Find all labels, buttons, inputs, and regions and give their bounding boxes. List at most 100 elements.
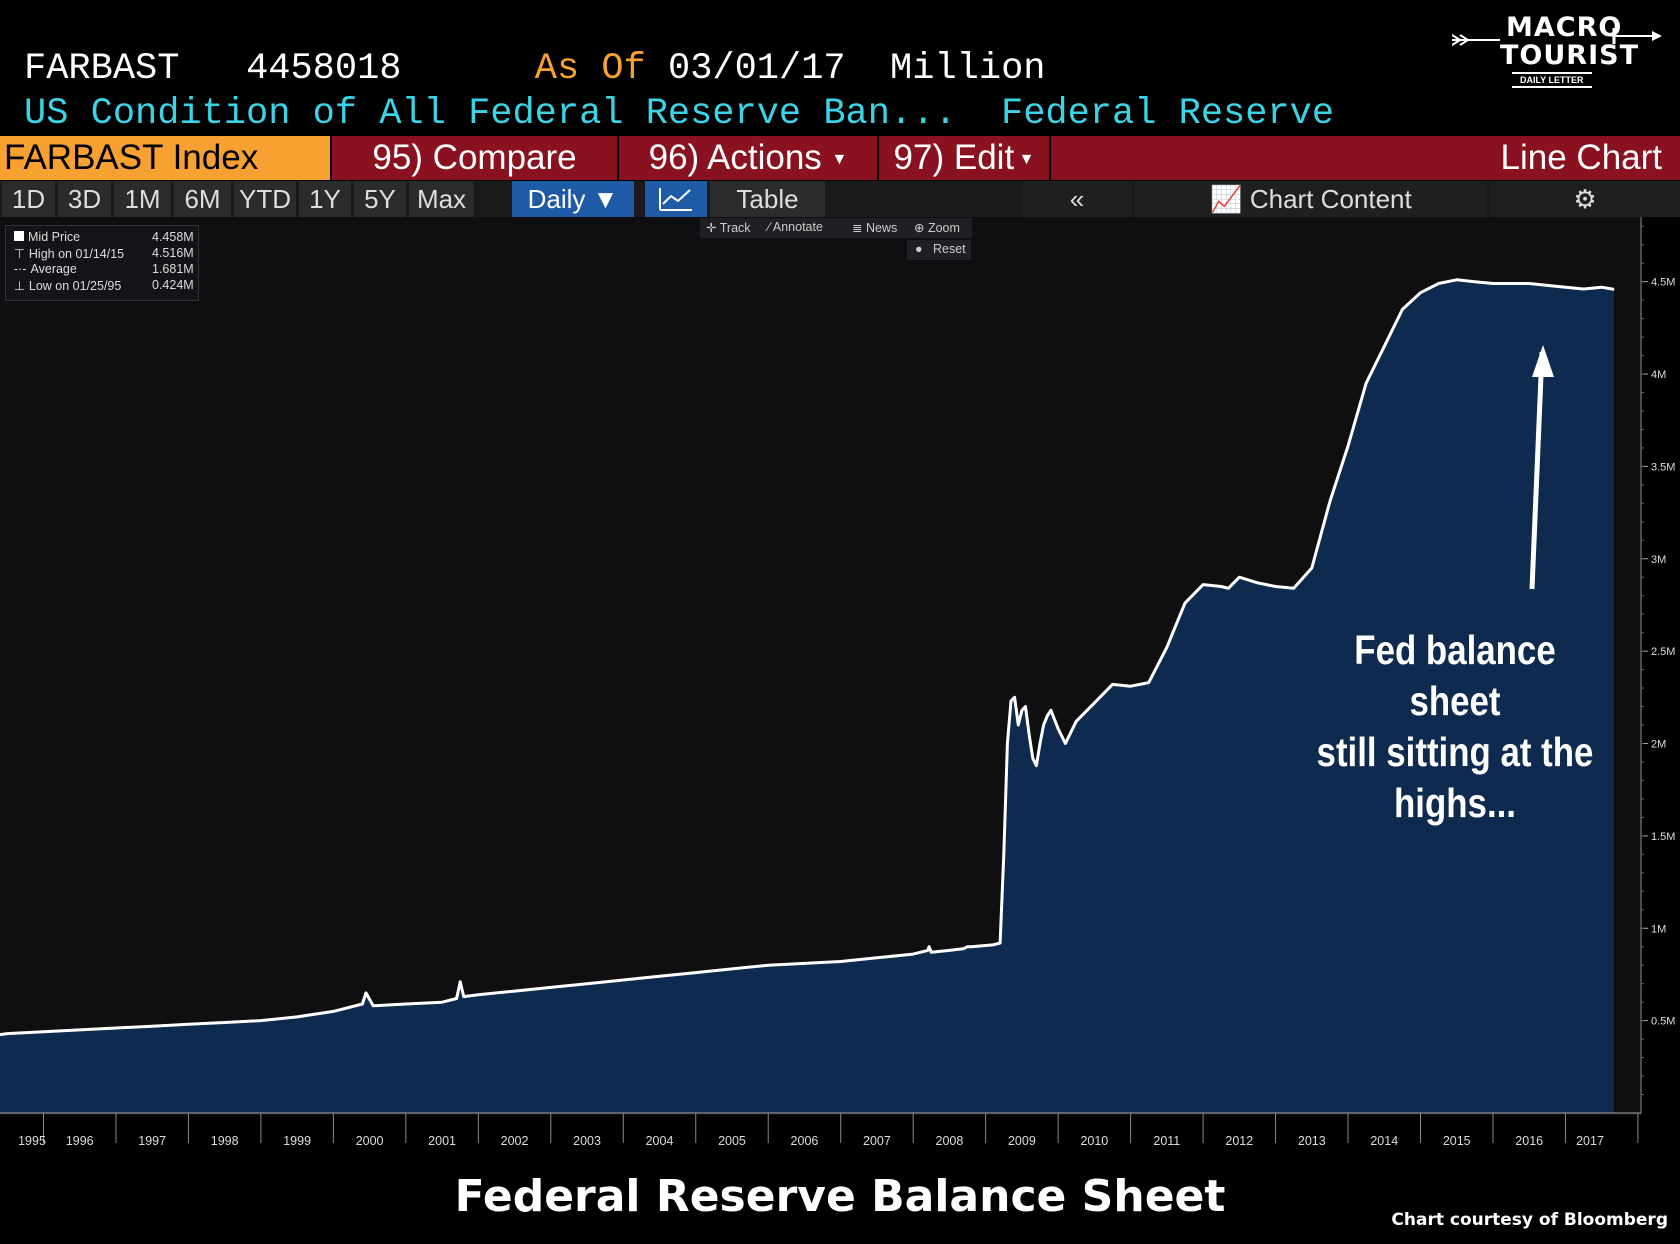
period-button-3d[interactable]: 3D: [58, 181, 111, 217]
data-point: [1148, 682, 1150, 684]
reset-label: Reset: [933, 242, 966, 256]
legend-high-value: 4.516M: [152, 246, 194, 260]
data-point: [1043, 724, 1045, 726]
toolbar-divider: [877, 136, 879, 180]
data-point: [1003, 853, 1005, 855]
data-point: [767, 964, 769, 966]
x-tick-label: 2017: [1576, 1134, 1604, 1148]
balance-sheet-chart[interactable]: 0.5M 1M 1.5M 2M 2.5M 3M 3.5M 4M 4.5M 1995 1996 1997…: [0, 217, 1680, 1171]
track-tool[interactable]: ✛ Track: [706, 220, 751, 235]
y-tick-label: 2M: [1651, 739, 1666, 751]
table-view-tab[interactable]: Table: [710, 181, 825, 217]
data-point: [967, 946, 968, 948]
chart-annotation: Fed balance sheet still sitting at the h…: [1306, 625, 1604, 829]
data-point: [405, 1003, 407, 1005]
index-label[interactable]: FARBAST Index: [0, 136, 330, 180]
data-point: [930, 951, 932, 953]
data-point: [1329, 501, 1331, 502]
data-point: [876, 957, 878, 959]
period-button-max[interactable]: Max: [409, 181, 474, 217]
data-point: [992, 944, 994, 946]
news-tool[interactable]: ≣ News: [852, 220, 897, 235]
data-point: [43, 1031, 44, 1033]
x-tick-label: 2015: [1443, 1134, 1471, 1148]
data-point: [361, 1003, 363, 1005]
series-source: Federal Reserve: [1000, 93, 1335, 135]
data-point: [1202, 584, 1204, 586]
period-button-ytd[interactable]: YTD: [234, 181, 296, 217]
data-point: [999, 942, 1001, 944]
logo-arrows-icon: [1452, 28, 1662, 46]
units-label: Million: [890, 48, 1046, 90]
crosshair-icon: ✛: [706, 221, 717, 235]
data-point: [1050, 709, 1052, 711]
x-tick-label: 2005: [718, 1134, 746, 1148]
data-point: [1347, 445, 1349, 447]
compare-button[interactable]: 95) Compare: [372, 138, 577, 177]
chart-content-icon: 📈: [1210, 184, 1243, 214]
legend-mid-label: Mid Price: [28, 230, 81, 244]
line-chart-view-tab[interactable]: [645, 181, 707, 217]
logo-line-2: TOURIST: [1500, 40, 1639, 71]
data-point: [1017, 724, 1019, 726]
news-icon: ≣: [852, 221, 863, 235]
logo-line-1: MACRO: [1506, 12, 1623, 43]
data-point: [970, 946, 972, 948]
settings-button[interactable]: ⚙: [1490, 181, 1680, 217]
data-point: [1057, 728, 1059, 730]
chart-credit: Chart courtesy of Bloomberg: [1391, 1210, 1668, 1230]
x-tick-label: 2016: [1515, 1134, 1543, 1148]
chart-content-button[interactable]: 📈 Chart Content: [1135, 181, 1487, 217]
chart-type-label[interactable]: Line Chart: [1500, 138, 1662, 177]
y-tick-label: 4.5M: [1651, 277, 1675, 289]
x-tick-label: 2004: [646, 1134, 674, 1148]
period-button-1m[interactable]: 1M: [114, 181, 171, 217]
data-point: [1046, 715, 1048, 717]
data-point: [1420, 292, 1421, 294]
period-button-5y[interactable]: 5Y: [354, 181, 406, 217]
data-point: [1006, 743, 1008, 744]
average-marker-icon: -·-: [14, 262, 27, 276]
data-point: [1220, 586, 1222, 587]
legend-low-label: Low on 01/25/95: [28, 279, 122, 293]
reset-button[interactable]: ● Reset: [907, 240, 971, 260]
data-point: [1510, 283, 1512, 284]
period-button-6m[interactable]: 6M: [174, 181, 231, 217]
data-point: [1256, 582, 1258, 584]
data-point: [224, 1022, 226, 1023]
y-tick-label: 3.5M: [1651, 461, 1675, 473]
toolbar-divider: [617, 136, 619, 180]
dropdown-caret-icon: ▼: [1014, 150, 1035, 168]
data-point: [1492, 283, 1494, 284]
data-point: [514, 990, 516, 992]
data-point: [1039, 743, 1041, 744]
data-point: [1093, 702, 1095, 704]
data-point: [1035, 765, 1037, 767]
zoom-tool[interactable]: ⊕ Zoom: [914, 220, 960, 235]
zoom-icon: ⊕: [914, 221, 925, 235]
x-tick-label: 2011: [1153, 1134, 1180, 1148]
legend-row-average: -·- Average 1.681M: [14, 262, 194, 277]
data-point: [1227, 587, 1229, 589]
x-tick-label: 1996: [66, 1134, 94, 1148]
data-point: [79, 1029, 81, 1031]
edit-button[interactable]: 97) Edit ▼: [879, 136, 1049, 180]
data-point: [1365, 382, 1367, 384]
data-point: [365, 992, 367, 994]
logo-line-3: DAILY LETTER: [1512, 72, 1592, 88]
data-point: [1166, 646, 1168, 648]
period-button-1y[interactable]: 1Y: [299, 181, 351, 217]
data-point: [840, 961, 842, 962]
legend-row-low: ⊥ Low on 01/25/95 0.424M: [14, 278, 194, 293]
collapse-button[interactable]: «: [1022, 181, 1132, 217]
zoom-label: Zoom: [927, 221, 960, 235]
legend-swatch-icon: [14, 231, 24, 241]
frequency-dropdown[interactable]: Daily ▼: [512, 181, 634, 217]
period-button-1d[interactable]: 1D: [2, 181, 55, 217]
data-point: [1474, 281, 1476, 283]
series-description: US Condition of All Federal Reserve Ban.…: [24, 93, 957, 135]
annotate-tool[interactable]: ∕ Annotate: [768, 220, 823, 234]
data-point: [6, 1033, 8, 1035]
actions-button[interactable]: 96) Actions ▼: [619, 136, 877, 180]
data-point: [296, 1016, 298, 1018]
